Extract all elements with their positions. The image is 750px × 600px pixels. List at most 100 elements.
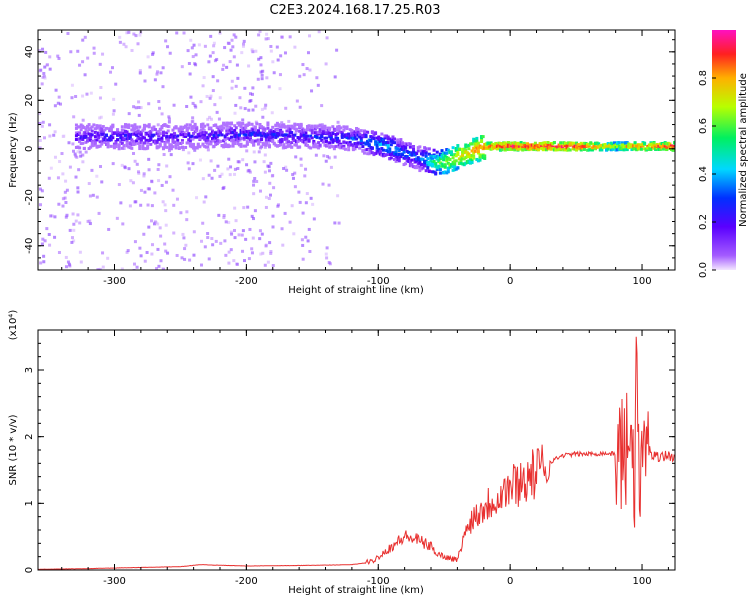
spectrogram-ridge-cell	[269, 130, 273, 134]
spectrogram-ridge-cell	[226, 121, 230, 125]
spectrogram-ridge-cell	[575, 147, 579, 151]
spectrogram-ridge-cell	[282, 143, 286, 147]
spectrogram-ridge-cell	[315, 135, 319, 139]
spectrogram-noise-cell	[268, 241, 272, 245]
spectrogram-ridge-cell	[131, 128, 135, 132]
spectrogram-ridge-cell	[431, 170, 435, 174]
spectrogram-ridge-cell	[294, 143, 298, 147]
spectrogram-noise-cell	[175, 197, 179, 201]
spectrogram-noise-cell	[79, 260, 83, 264]
spectrogram-noise-cell	[232, 33, 236, 37]
spectrogram-noise-cell	[72, 239, 76, 243]
spectrogram-noise-cell	[258, 237, 262, 241]
spectrogram-ridge-cell	[348, 134, 352, 138]
spectrogram-noise-cell	[213, 103, 217, 107]
spectrogram-ridge-cell	[217, 139, 221, 143]
spectrogram-ridge-cell	[620, 146, 624, 150]
spectrogram-ridge-cell	[652, 146, 656, 150]
spectrogram-ridge-cell	[646, 144, 650, 148]
spectrogram-noise-cell	[132, 151, 136, 155]
spectrogram-noise-cell	[81, 94, 85, 98]
figure-title: C2E3.2024.168.17.25.R03	[269, 3, 440, 18]
spectrogram-ridge-cell	[462, 147, 466, 151]
spectrogram-ridge-cell	[209, 142, 213, 146]
spectrogram-ridge-cell	[579, 146, 583, 150]
spectrogram-ridge-cell	[212, 133, 216, 137]
spectrogram-ridge-cell	[491, 147, 495, 151]
spectrogram-ridge-cell	[288, 143, 292, 147]
spectrogram-ridge-cell	[334, 138, 338, 142]
spectrogram-ridge-cell	[565, 144, 569, 148]
spectrogram-noise-cell	[151, 51, 155, 55]
spectrogram-ridge-cell	[76, 145, 80, 149]
spectrogram-ridge-cell	[317, 130, 321, 134]
spectrogram-ridge-cell	[146, 132, 150, 136]
spectrogram-ridge-cell	[358, 146, 362, 150]
spectrogram-ridge-cell	[74, 126, 78, 130]
spectrogram-ridge-cell	[364, 142, 368, 146]
spectrogram-ridge-cell	[540, 142, 544, 146]
spectrogram-ridge-cell	[601, 143, 605, 147]
spectrogram-ridge-cell	[272, 133, 276, 137]
spectrogram-ridge-cell	[377, 140, 381, 144]
spectrogram-noise-cell	[241, 118, 245, 122]
spectrogram-ridge-cell	[239, 136, 243, 140]
spectrogram-ridge-cell	[353, 146, 357, 150]
spectrogram-noise-cell	[305, 192, 309, 196]
spectrogram-ridge-cell	[166, 140, 170, 144]
spectrogram-ridge-cell	[443, 151, 447, 155]
spectrogram-ridge-cell	[535, 147, 539, 151]
spectrogram-ridge-cell	[103, 138, 107, 142]
spectrogram-ridge-cell	[426, 162, 430, 166]
spectrogram-noise-cell	[262, 160, 266, 164]
spectrogram-ridge-cell	[187, 138, 191, 142]
spectrogram-noise-cell	[132, 269, 136, 270]
spectrogram-ridge-cell	[556, 148, 560, 152]
spectrogram-ridge-cell	[543, 143, 547, 147]
spectrogram-noise-cell	[163, 242, 167, 246]
spectrogram-noise-cell	[202, 128, 206, 132]
spectrogram-noise-cell	[115, 216, 119, 220]
spectrogram-noise-cell	[78, 150, 82, 154]
spectrogram-ridge-cell	[450, 151, 454, 155]
spectrogram-ridge-cell	[633, 144, 637, 148]
spectrogram-noise-cell	[299, 157, 303, 161]
spectrogram-noise-cell	[311, 202, 315, 206]
spectrogram-ridge-cell	[518, 144, 522, 148]
spectrogram-noise-cell	[88, 222, 92, 226]
spectrogram-ridge-cell	[397, 153, 401, 157]
spectrogram-noise-cell	[232, 55, 236, 59]
spectrogram-ridge-cell	[475, 142, 479, 146]
spectrogram-noise-cell	[56, 101, 60, 105]
spectrogram-ridge-cell	[236, 121, 240, 125]
spectrogram-ridge-cell	[424, 154, 428, 158]
spectrogram-noise-cell	[81, 60, 85, 64]
spectrogram-ridge-cell	[139, 137, 143, 141]
spectrogram-ridge-cell	[302, 140, 306, 144]
spectrogram-noise-cell	[183, 247, 187, 251]
spectrogram-ridge-cell	[312, 145, 316, 149]
spectrogram-ridge-cell	[665, 147, 669, 151]
spectrogram-noise-cell	[186, 161, 190, 165]
spectrogram-ridge-cell	[472, 151, 476, 155]
spectrogram-noise-cell	[259, 56, 263, 60]
spectrogram-ridge-cell	[147, 123, 151, 127]
spectrogram-ridge-cell	[416, 156, 420, 160]
spectrogram-ridge-cell	[506, 141, 510, 145]
spectrogram-ridge-cell	[286, 126, 290, 130]
spectrogram-ridge-cell	[173, 132, 177, 136]
spectrogram-noise-cell	[236, 76, 240, 80]
spectrogram-noise-cell	[229, 165, 233, 169]
spectrogram-ridge-cell	[93, 135, 97, 139]
spectrogram-ridge-cell	[475, 139, 479, 143]
spectrogram-ridge-cell	[298, 145, 302, 149]
spectrogram-ridge-cell	[334, 132, 338, 136]
spectrogram-noise-cell	[48, 123, 52, 127]
spectrogram-ridge-cell	[250, 122, 254, 126]
spectrogram-ridge-cell	[201, 136, 205, 140]
spectrogram-ridge-cell	[169, 133, 173, 137]
spectrogram-ridge-cell	[605, 146, 609, 150]
spectrogram-ridge-cell	[324, 136, 328, 140]
spectrogram-ridge-cell	[532, 143, 536, 147]
spectrogram-ridge-cell	[158, 127, 162, 131]
